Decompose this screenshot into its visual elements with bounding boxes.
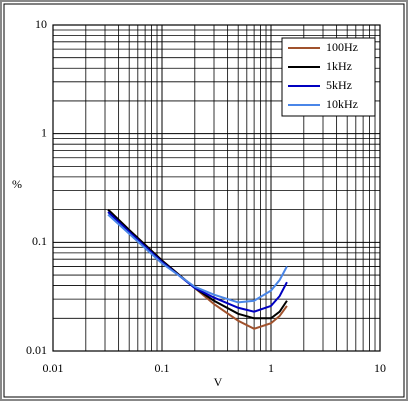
y-tick-label: 0.01 <box>26 343 47 357</box>
x-tick-label: 0.1 <box>155 361 170 375</box>
legend-label: 10kHz <box>326 97 358 111</box>
plot-border <box>52 24 381 352</box>
y-axis-label: % <box>12 177 22 191</box>
y-tick-label: 10 <box>35 17 47 31</box>
x-tick-label: 0.01 <box>43 361 64 375</box>
series-line <box>107 211 288 313</box>
legend-box <box>281 37 376 117</box>
legend-label: 100Hz <box>326 40 358 54</box>
x-axis-label: V <box>214 375 223 389</box>
legend-label: 1kHz <box>326 59 352 73</box>
y-tick-label: 0.1 <box>32 234 47 248</box>
series-line <box>107 213 288 304</box>
frame-inner <box>3 3 405 398</box>
x-tick-label: 1 <box>268 361 274 375</box>
y-tick-label: 1 <box>41 125 47 139</box>
x-tick-label: 10 <box>374 361 386 375</box>
series-line <box>107 208 288 320</box>
legend-label: 5kHz <box>326 78 352 92</box>
